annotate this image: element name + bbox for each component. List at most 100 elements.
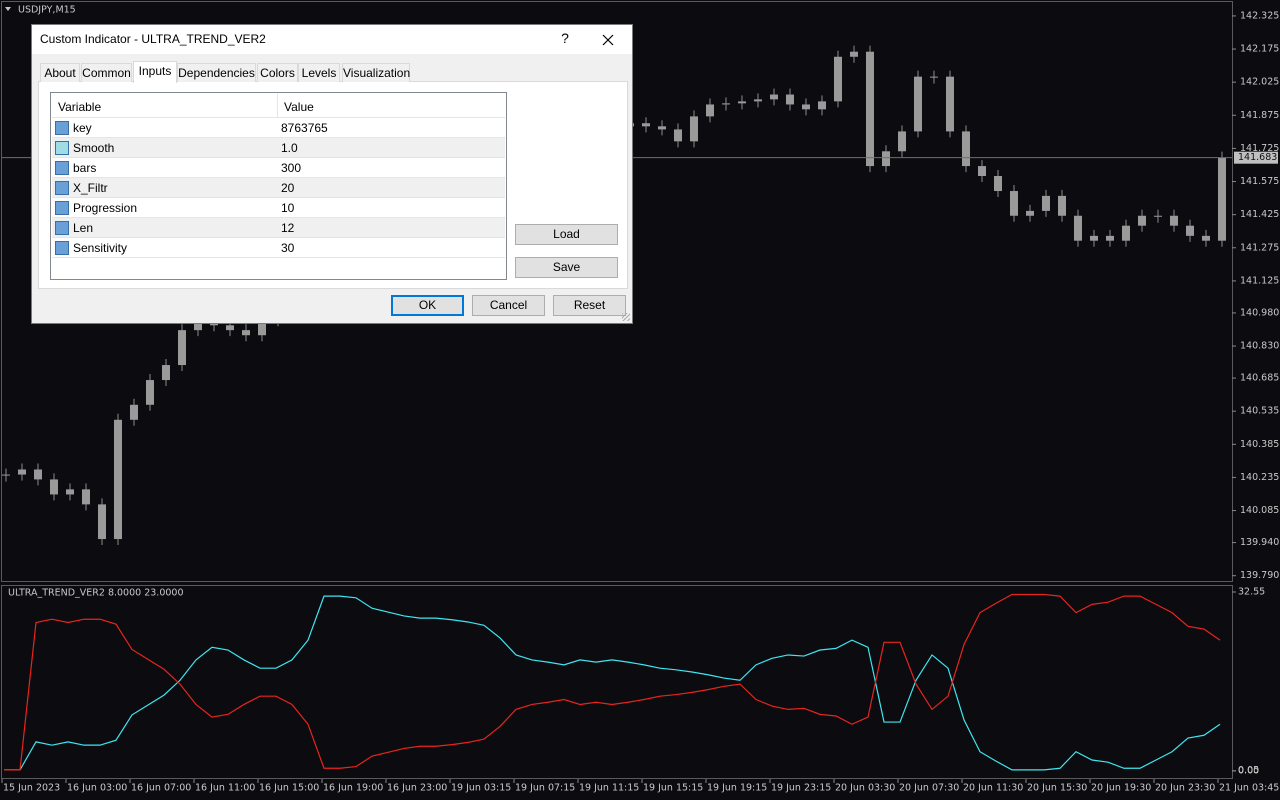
type-icon xyxy=(55,181,69,195)
variable-name: Sensitivity xyxy=(73,241,128,255)
variable-value: 1.0 xyxy=(281,141,298,155)
price-tick-label: 141.575 xyxy=(1240,176,1279,187)
candle-body xyxy=(818,101,826,110)
candle-body xyxy=(946,76,954,132)
table-row[interactable]: key 8763765 xyxy=(52,118,505,138)
time-label: 20 Jun 23:30 xyxy=(1155,783,1215,794)
tab[interactable]: Common xyxy=(81,63,132,82)
tab[interactable]: About xyxy=(40,63,80,82)
candle-body xyxy=(1170,215,1178,226)
candle-body xyxy=(642,123,650,127)
time-label: 19 Jun 19:15 xyxy=(707,783,767,794)
tab[interactable]: Levels xyxy=(298,63,340,82)
side-button[interactable]: Save xyxy=(515,257,618,278)
candle-body xyxy=(962,131,970,167)
time-label: 20 Jun 15:30 xyxy=(1027,783,1087,794)
close-icon xyxy=(602,34,614,46)
price-tick-label: 141.725 xyxy=(1240,143,1279,154)
tab[interactable]: Colors xyxy=(257,63,298,82)
help-button[interactable]: ? xyxy=(561,30,569,46)
footer-button[interactable]: Reset xyxy=(553,295,626,316)
tab[interactable]: Dependencies xyxy=(177,63,256,82)
candle-body xyxy=(1202,235,1210,241)
candle-body xyxy=(866,51,874,167)
candle-body xyxy=(706,104,714,117)
table-row[interactable]: Sensitivity 30 xyxy=(52,238,505,258)
time-label: 20 Jun 03:30 xyxy=(835,783,895,794)
candle-body xyxy=(1122,225,1130,241)
candle-body xyxy=(674,129,682,142)
price-tick-label: 141.425 xyxy=(1240,209,1279,220)
candle-body xyxy=(690,116,698,142)
candle-body xyxy=(722,103,730,105)
candle-body xyxy=(1042,195,1050,211)
table-row[interactable]: bars 300 xyxy=(52,158,505,178)
time-label: 20 Jun 11:30 xyxy=(963,783,1023,794)
indicator-tick-label: 0.00 xyxy=(1238,766,1259,777)
price-tick-label: 142.325 xyxy=(1240,10,1279,21)
table-row[interactable]: Len 12 xyxy=(52,218,505,238)
table-row[interactable]: X_Filtr 20 xyxy=(52,178,505,198)
candle-body xyxy=(850,51,858,57)
close-button[interactable] xyxy=(598,30,618,50)
inputs-table: Variable Value key 8763765 Smooth 1.0 bars 300 X… xyxy=(50,92,507,280)
variable-value: 300 xyxy=(281,161,302,175)
candle-body xyxy=(914,76,922,132)
price-tick-label: 139.940 xyxy=(1240,537,1279,548)
type-icon xyxy=(55,141,69,155)
time-label: 19 Jun 15:15 xyxy=(643,783,703,794)
variable-name: key xyxy=(73,121,92,135)
variable-value: 12 xyxy=(281,221,295,235)
type-icon xyxy=(55,161,69,175)
candle-body xyxy=(978,166,986,177)
menu-arrow xyxy=(5,7,11,11)
candle-body xyxy=(1074,215,1082,241)
variable-value: 8763765 xyxy=(281,121,328,135)
type-icon xyxy=(55,221,69,235)
time-label: 16 Jun 23:00 xyxy=(387,783,447,794)
candle-body xyxy=(930,76,938,78)
candle-body xyxy=(738,101,746,104)
main-frame xyxy=(1,1,1233,582)
side-button[interactable]: Load xyxy=(515,224,618,245)
time-label: 21 Jun 03:45 xyxy=(1219,783,1279,794)
symbol-label: USDJPY,M15 xyxy=(18,5,76,16)
candle-body xyxy=(1090,235,1098,241)
candle-body xyxy=(802,104,810,110)
price-tick-label: 140.685 xyxy=(1240,373,1279,384)
indicator-frame xyxy=(1,585,1233,779)
candle-body xyxy=(834,56,842,102)
time-label: 19 Jun 07:15 xyxy=(515,783,575,794)
candle-body xyxy=(98,504,106,540)
candle-body xyxy=(130,404,138,420)
time-label: 20 Jun 19:30 xyxy=(1091,783,1151,794)
tab[interactable]: Inputs xyxy=(133,61,177,83)
indicator-dialog: Custom Indicator - ULTRA_TREND_VER2? Abou… xyxy=(31,24,633,324)
variable-value: 30 xyxy=(281,241,295,255)
table-row[interactable]: Progression 10 xyxy=(52,198,505,218)
candle-body xyxy=(178,330,186,366)
candle-body xyxy=(1026,210,1034,216)
indicator-line xyxy=(4,593,1221,771)
variable-value: 20 xyxy=(281,181,295,195)
type-icon xyxy=(55,201,69,215)
footer-button[interactable]: OK xyxy=(391,295,464,316)
price-tick-label: 140.235 xyxy=(1240,472,1279,483)
variable-name: Smooth xyxy=(73,141,115,155)
table-row[interactable]: Smooth 1.0 xyxy=(52,138,505,158)
tab[interactable]: Visualization xyxy=(342,63,410,82)
price-tick-label: 142.175 xyxy=(1240,44,1279,55)
resize-grip xyxy=(622,313,630,321)
footer-button[interactable]: Cancel xyxy=(472,295,545,316)
candle-body xyxy=(754,99,762,102)
indicator-tick-label: 32.55 xyxy=(1238,587,1265,598)
candle-body xyxy=(882,151,890,167)
bid-label: 141.683 xyxy=(1238,152,1277,163)
price-tick-label: 140.085 xyxy=(1240,505,1279,516)
candle-body xyxy=(50,479,58,495)
price-tick-label: 141.125 xyxy=(1240,275,1279,286)
variable-name: Len xyxy=(73,221,94,235)
price-tick-label: 139.790 xyxy=(1240,570,1279,581)
time-label: 16 Jun 15:00 xyxy=(259,783,319,794)
time-label: 16 Jun 11:00 xyxy=(195,783,255,794)
